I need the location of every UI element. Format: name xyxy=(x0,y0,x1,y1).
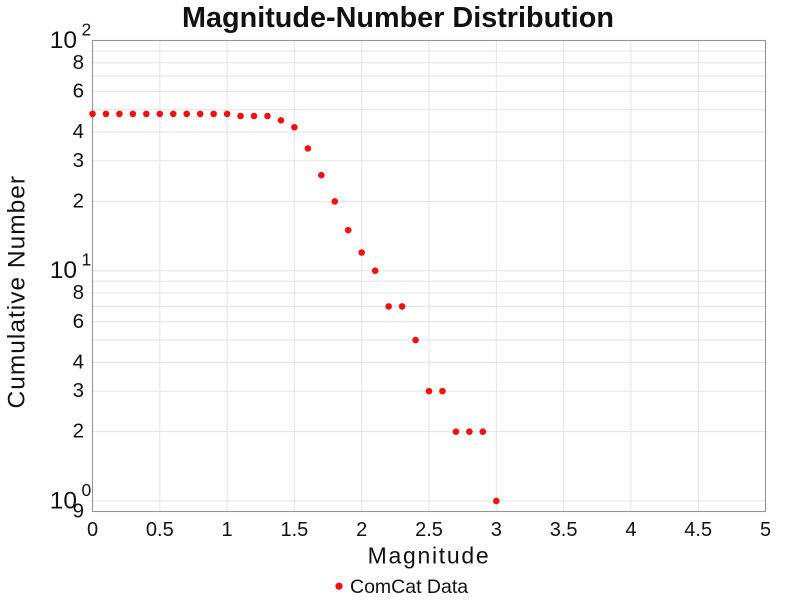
svg-text:4: 4 xyxy=(73,350,84,373)
svg-text:2: 2 xyxy=(356,519,367,541)
svg-text:5: 5 xyxy=(760,519,771,541)
svg-text:0: 0 xyxy=(87,519,98,541)
svg-text:3: 3 xyxy=(73,149,84,172)
svg-text:10: 10 xyxy=(50,487,77,514)
svg-text:3: 3 xyxy=(491,519,502,541)
svg-text:Cumulative Number: Cumulative Number xyxy=(4,175,31,409)
svg-text:6: 6 xyxy=(73,80,84,103)
svg-text:6: 6 xyxy=(73,310,84,333)
svg-text:1: 1 xyxy=(222,519,233,541)
svg-text:0: 0 xyxy=(82,480,92,500)
svg-text:2: 2 xyxy=(73,189,84,212)
svg-text:1.5: 1.5 xyxy=(280,519,308,541)
svg-text:ComCat Data: ComCat Data xyxy=(350,576,468,598)
svg-text:10: 10 xyxy=(50,257,77,284)
svg-text:Magnitude: Magnitude xyxy=(368,543,491,569)
svg-text:1: 1 xyxy=(82,250,92,270)
svg-text:Magnitude-Number Distribution: Magnitude-Number Distribution xyxy=(182,2,614,34)
svg-text:3: 3 xyxy=(73,379,84,402)
svg-text:0.5: 0.5 xyxy=(146,519,174,541)
svg-text:4: 4 xyxy=(73,120,84,143)
svg-text:8: 8 xyxy=(73,281,84,304)
svg-text:4.5: 4.5 xyxy=(684,519,712,541)
svg-text:3.5: 3.5 xyxy=(550,519,578,541)
svg-text:9: 9 xyxy=(73,500,84,523)
svg-text:2.5: 2.5 xyxy=(415,519,443,541)
svg-text:4: 4 xyxy=(625,519,636,541)
svg-text:2: 2 xyxy=(73,420,84,443)
svg-text:10: 10 xyxy=(50,27,77,54)
svg-text:2: 2 xyxy=(82,19,92,39)
svg-text:8: 8 xyxy=(73,51,84,74)
